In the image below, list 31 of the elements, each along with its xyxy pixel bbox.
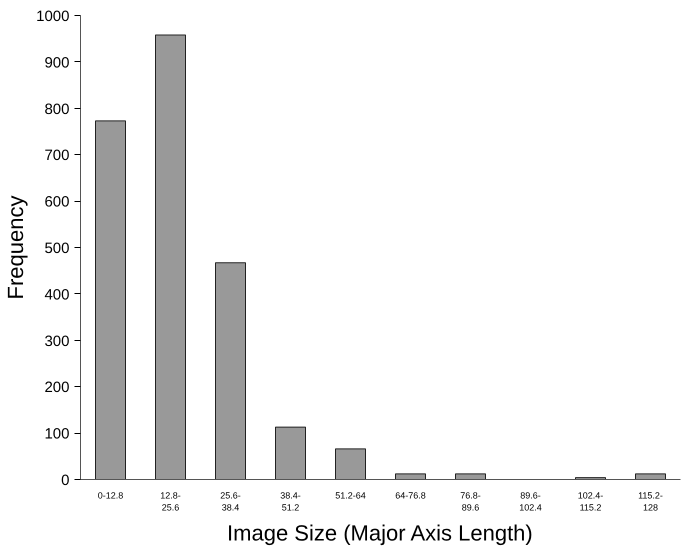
y-tick-label: 700 xyxy=(44,147,70,164)
x-tick-label: 12.8-25.6 xyxy=(160,490,181,512)
x-tick-label: 25.6-38.4 xyxy=(220,490,241,512)
bar xyxy=(395,473,426,480)
x-tick-label: 102.4-115.2 xyxy=(578,490,604,512)
x-tick-label: 51.2-64 xyxy=(335,490,366,500)
y-tick-label: 200 xyxy=(44,379,70,396)
bar xyxy=(275,426,306,480)
y-tick-label: 300 xyxy=(44,332,70,350)
y-tick-label: 100 xyxy=(44,426,70,443)
x-tick-label: 64-76.8 xyxy=(395,490,426,500)
bar xyxy=(455,473,486,480)
y-tick-label: 900 xyxy=(44,54,70,72)
y-tick-label: 500 xyxy=(44,240,70,257)
x-tick-label: 38.4-51.2 xyxy=(280,490,301,512)
y-tick-label: 1000 xyxy=(36,8,70,25)
x-tick-label: 0-12.8 xyxy=(98,490,124,500)
y-tick-label: 0 xyxy=(61,472,70,489)
bar xyxy=(155,34,186,480)
y-axis-title: Frequency xyxy=(3,196,28,300)
x-tick-label: 89.6-102.4 xyxy=(519,490,542,512)
y-tick-label: 800 xyxy=(44,100,70,118)
bar xyxy=(215,262,246,480)
bar xyxy=(335,448,366,480)
y-tick-label: 600 xyxy=(44,194,70,211)
x-tick-label: 76.8-89.6 xyxy=(460,490,481,512)
bar xyxy=(95,120,126,480)
y-tick-label: 400 xyxy=(44,286,70,304)
x-axis-title: Image Size (Major Axis Length) xyxy=(227,520,533,546)
x-tick-label: 115.2-128 xyxy=(638,490,663,512)
bar xyxy=(635,473,666,480)
